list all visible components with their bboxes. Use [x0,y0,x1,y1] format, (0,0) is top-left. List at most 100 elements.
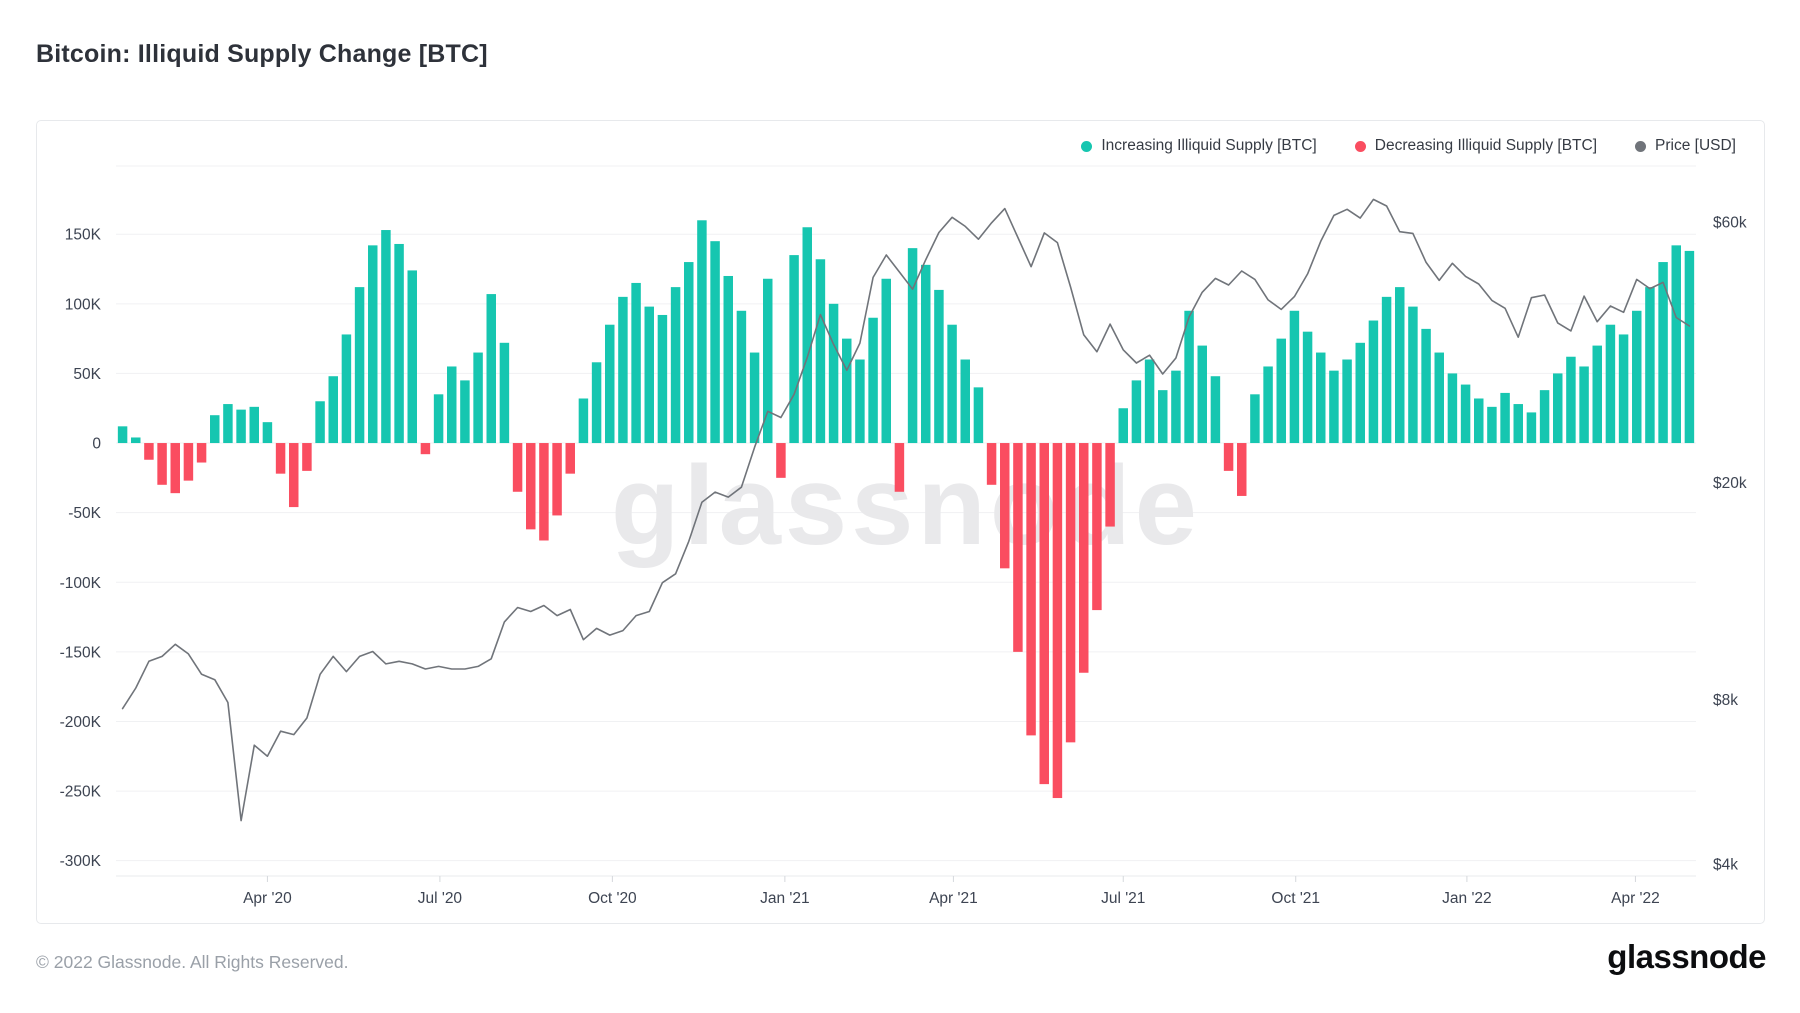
y-axis-label-left: -100K [60,575,102,592]
supply-change-bar [539,443,549,541]
supply-change-bar [1579,366,1589,444]
supply-change-bar [1684,250,1695,444]
supply-change-bar [1447,373,1458,444]
supply-change-bar [196,443,207,463]
supply-change-bar [131,437,141,444]
supply-change-bar [1434,352,1444,444]
supply-change-bar [684,262,694,444]
supply-change-bar [170,443,180,494]
supply-change-bar [591,362,602,444]
supply-change-bar [1276,338,1286,444]
supply-change-bar [578,398,589,444]
supply-change-bar [1526,412,1537,444]
price-line [121,198,1691,822]
supply-change-bar [302,443,312,471]
x-axis-label: Apr '22 [1611,890,1660,907]
y-axis-label-left: -250K [60,784,102,801]
supply-change-bar [1355,342,1365,444]
supply-change-bar [855,359,865,444]
supply-change-bar [776,443,786,478]
x-axis-label: Oct '21 [1271,890,1320,907]
supply-change-bar [960,359,970,444]
supply-change-bar [1144,359,1155,444]
supply-change-bar [1592,345,1602,444]
supply-change-bar [144,443,154,460]
supply-change-bar [1013,443,1023,652]
supply-change-bar [1645,287,1655,444]
supply-change-bar [763,278,773,444]
supply-change-bar [117,426,128,444]
y-axis-label-right: $20k [1713,475,1747,492]
supply-change-bar [868,317,878,444]
supply-change-bar [973,387,984,444]
supply-change-bar [381,230,391,444]
supply-change-bar [1184,310,1194,444]
legend-dot-decreasing [1354,140,1366,152]
y-axis-label-right: $8k [1713,692,1738,709]
plot-area[interactable]: glassnode150K100K50K0-50K-100K-150K-200K… [37,121,1766,921]
supply-change-bar [1618,334,1629,444]
supply-change-bar [802,227,812,444]
legend-label: Increasing Illiquid Supply [BTC] [1101,137,1317,154]
y-axis-label-left: 150K [65,227,102,244]
legend-label: Price [USD] [1655,137,1736,154]
supply-change-bar [907,248,918,444]
supply-change-bar [842,338,852,444]
x-axis-label: Apr '20 [243,890,292,907]
supply-change-bar [1329,370,1339,444]
supply-change-bar [1605,324,1616,444]
y-axis-label-left: -50K [68,505,101,522]
supply-change-bar [473,352,483,444]
y-axis-label-right: $4k [1713,856,1738,873]
supply-change-bar [789,255,799,444]
supply-change-bar [828,303,839,444]
supply-change-bar [710,241,720,444]
supply-change-bar [670,287,681,444]
legend-dot-increasing [1081,140,1093,152]
supply-change-bar [894,443,905,492]
supply-change-bar [1263,366,1273,444]
supply-change-bar [697,220,707,444]
supply-change-bar [1065,443,1076,743]
legend-item-price[interactable]: Price [USD] [1635,137,1736,155]
supply-change-bar [644,306,654,444]
supply-change-bar [1408,306,1418,444]
y-axis-label-left: 50K [73,366,101,383]
legend-item-decreasing[interactable]: Decreasing Illiquid Supply [BTC] [1354,137,1597,155]
supply-change-bar [394,243,404,444]
supply-change-bar [249,406,259,444]
supply-change-bar [947,324,957,444]
supply-change-bar [236,409,246,444]
supply-change-bar [1316,352,1326,444]
supply-change-bar [1553,373,1563,444]
supply-change-bar [1342,359,1352,444]
supply-change-bar [1368,320,1379,444]
increasing-bars [117,220,1695,444]
legend-dot-price [1635,140,1647,152]
supply-change-bar [1539,390,1550,444]
supply-change-bar [1223,443,1234,471]
chart-title: Bitcoin: Illiquid Supply Change [BTC] [36,40,488,68]
supply-change-bar [1302,331,1313,444]
supply-change-bar [1289,310,1300,444]
footer-copyright: © 2022 Glassnode. All Rights Reserved. [36,952,349,972]
x-axis-label: Jul '20 [418,890,463,907]
supply-change-bar [447,366,457,444]
x-axis-label: Apr '21 [929,890,978,907]
supply-change-bar [1500,392,1510,444]
supply-change-bar [986,443,997,485]
legend-item-increasing[interactable]: Increasing Illiquid Supply [BTC] [1081,137,1317,155]
supply-change-bar [275,443,286,474]
supply-change-bar [723,275,733,444]
supply-change-bar [657,314,668,444]
x-axis-label: Oct '20 [588,890,637,907]
supply-change-bar [815,259,826,444]
supply-change-bar [1000,443,1010,569]
supply-change-bar [1131,380,1142,444]
chart-card: Increasing Illiquid Supply [BTC] Decreasi… [36,120,1765,924]
supply-change-bar [328,376,338,444]
supply-change-bar [420,443,431,455]
supply-change-bar [605,324,615,444]
supply-change-bar [433,394,444,444]
y-axis-label-right: $60k [1713,215,1747,232]
